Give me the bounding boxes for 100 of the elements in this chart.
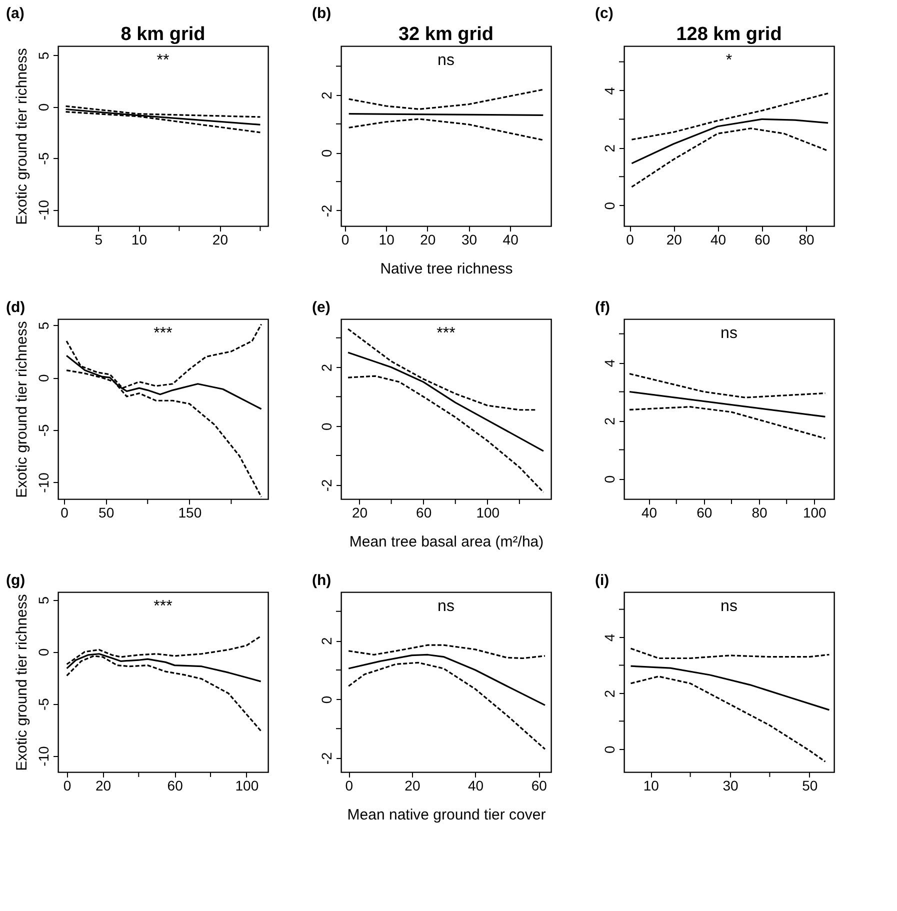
x-tick-label: 0 [63, 778, 72, 794]
x-axis-title: Mean native ground tier cover [347, 806, 546, 824]
x-tick-label: 20 [212, 232, 228, 248]
x-tick-label: 5 [94, 232, 103, 248]
line-series [630, 128, 829, 188]
y-tick-label: 0 [318, 422, 334, 430]
x-tick-label: 40 [468, 778, 484, 794]
x-tick-label: 80 [752, 504, 768, 520]
line-series [348, 644, 546, 660]
y-tick-label: 0 [602, 745, 618, 754]
chart-subtitle: 8 km grid [120, 24, 206, 45]
x-tick-label: 100 [235, 778, 259, 794]
x-tick-label: 20 [352, 504, 368, 520]
line-series [348, 118, 544, 141]
line-series [630, 648, 830, 660]
x-tick-label: 10 [131, 232, 148, 248]
x-tick-label: 60 [416, 504, 432, 520]
x-tick-label: 20 [666, 232, 682, 248]
annotation: ns [720, 598, 738, 615]
x-tick-label: 0 [60, 504, 69, 520]
chart-title: (h) [312, 572, 332, 589]
x-tick-label: 30 [722, 778, 738, 794]
y-tick-label: 0 [36, 374, 52, 382]
x-tick-label: 100 [476, 504, 500, 520]
x-tick-label: 0 [626, 232, 634, 248]
x-axis-title: Mean tree basal area (m²/ha) [349, 534, 544, 550]
x-tick-label: 50 [802, 778, 818, 794]
x-tick-label: 20 [95, 778, 112, 794]
y-tick-label: 0 [318, 149, 334, 158]
x-tick-label: 40 [502, 232, 519, 248]
y-tick-label: -2 [318, 478, 334, 492]
annotation: ns [438, 52, 454, 69]
x-tick-label: 60 [696, 504, 712, 520]
y-tick-label: 0 [602, 475, 618, 484]
chart-title: (d) [6, 299, 26, 316]
chart-title: (c) [595, 5, 614, 22]
line-series [348, 662, 546, 750]
line-series [348, 88, 544, 110]
x-tick-label: 40 [710, 232, 726, 248]
y-tick-label: 4 [602, 634, 618, 642]
x-tick-label: 30 [461, 232, 478, 248]
x-tick-label: 0 [341, 232, 350, 248]
x-axis-title: Native tree richness [380, 260, 513, 278]
y-tick-label: 4 [602, 86, 618, 95]
chart-title: (b) [312, 5, 332, 22]
y-tick-label: 0 [36, 103, 52, 112]
x-tick-label: 150 [178, 504, 202, 520]
y-tick-label: 2 [602, 417, 618, 426]
y-tick-label: 5 [36, 52, 52, 60]
annotation: *** [154, 325, 172, 342]
x-tick-label: 50 [98, 504, 114, 520]
y-tick-label: -5 [36, 698, 52, 711]
y-tick-label: -2 [318, 204, 334, 218]
chart-title: (i) [595, 572, 610, 589]
x-tick-label: 10 [643, 778, 660, 794]
x-tick-label: 100 [802, 504, 827, 520]
chart-subtitle: 128 km grid [676, 24, 782, 45]
line-series [630, 676, 826, 762]
line-series [347, 375, 544, 494]
x-tick-label: 80 [798, 232, 814, 248]
chart-title: (e) [312, 299, 330, 316]
line-series [630, 665, 830, 711]
y-tick-label: -10 [36, 200, 52, 220]
y-tick-label: 4 [602, 359, 618, 368]
y-tick-label: 0 [602, 202, 618, 210]
line-series [66, 655, 262, 732]
y-tick-label: 2 [318, 637, 334, 646]
y-tick-label: 2 [318, 364, 334, 372]
y-axis-title: Exotic ground tier richness [14, 321, 30, 498]
y-tick-label: -2 [318, 752, 334, 765]
annotation: *** [154, 598, 172, 615]
y-tick-label: 0 [36, 648, 52, 656]
y-tick-label: 5 [36, 322, 52, 330]
x-tick-label: 40 [642, 504, 658, 520]
line-series [628, 372, 826, 398]
annotation: *** [436, 325, 456, 342]
y-tick-label: 2 [602, 690, 618, 698]
x-tick-label: 20 [404, 778, 420, 794]
chart-subtitle: 32 km grid [398, 24, 494, 45]
line-series [628, 406, 826, 440]
chart-title: (f) [595, 299, 610, 316]
y-axis-title: Exotic ground tier richness [14, 594, 30, 771]
y-tick-label: 2 [318, 91, 334, 100]
y-tick-label: 0 [318, 696, 334, 704]
x-tick-label: 10 [378, 232, 395, 248]
y-tick-label: -10 [36, 746, 52, 766]
chart-title: (a) [6, 5, 24, 22]
y-tick-label: -5 [36, 152, 52, 165]
chart-title: (g) [6, 572, 26, 589]
y-tick-label: 2 [602, 144, 618, 152]
x-tick-label: 60 [531, 778, 548, 794]
x-tick-label: 20 [420, 232, 436, 248]
annotation: ns [720, 325, 738, 342]
annotation: ns [438, 598, 454, 615]
line-series [348, 654, 546, 706]
x-tick-label: 0 [345, 778, 354, 794]
annotation: ** [156, 52, 170, 69]
line-series [630, 118, 829, 164]
y-axis-title: Exotic ground tier richness [14, 48, 30, 225]
y-tick-label: -5 [36, 424, 52, 437]
